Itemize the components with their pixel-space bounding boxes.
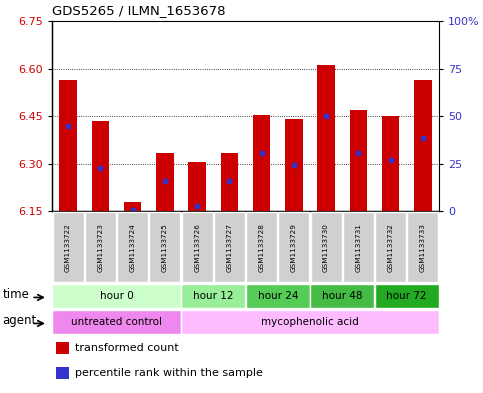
Text: hour 0: hour 0 [99, 291, 133, 301]
Text: GSM1133729: GSM1133729 [291, 223, 297, 272]
Bar [414, 80, 432, 211]
Text: hour 48: hour 48 [322, 291, 363, 301]
Bar [375, 212, 406, 283]
Bar [310, 284, 374, 308]
Text: GSM1133731: GSM1133731 [355, 223, 361, 272]
Text: hour 12: hour 12 [193, 291, 233, 301]
Bar [56, 367, 70, 378]
Bar [311, 212, 341, 283]
Text: hour 24: hour 24 [257, 291, 298, 301]
Text: hour 72: hour 72 [386, 291, 427, 301]
Text: GSM1133728: GSM1133728 [258, 223, 265, 272]
Text: GDS5265 / ILMN_1653678: GDS5265 / ILMN_1653678 [52, 4, 226, 17]
Bar [188, 162, 206, 211]
Text: time: time [2, 288, 29, 301]
Text: GSM1133724: GSM1133724 [129, 223, 136, 272]
Bar [382, 116, 399, 211]
Bar [221, 152, 238, 211]
Bar [117, 212, 148, 283]
Bar [182, 212, 213, 283]
Bar [214, 212, 245, 283]
Bar [156, 152, 174, 211]
Bar [52, 284, 181, 308]
Bar [375, 284, 439, 308]
Bar [246, 212, 277, 283]
Bar [253, 114, 270, 211]
Text: GSM1133733: GSM1133733 [420, 223, 426, 272]
Text: mycophenolic acid: mycophenolic acid [261, 317, 359, 327]
Bar [85, 212, 116, 283]
Text: GSM1133725: GSM1133725 [162, 223, 168, 272]
Bar [149, 212, 180, 283]
Text: GSM1133722: GSM1133722 [65, 223, 71, 272]
Bar [52, 310, 181, 334]
Bar [285, 119, 303, 211]
Bar [124, 202, 142, 211]
Text: agent: agent [2, 314, 37, 327]
Bar [56, 342, 70, 354]
Bar [53, 212, 84, 283]
Bar [181, 310, 439, 334]
Text: GSM1133727: GSM1133727 [227, 223, 232, 272]
Bar [59, 80, 77, 211]
Bar [343, 212, 374, 283]
Text: GSM1133732: GSM1133732 [388, 223, 394, 272]
Bar [246, 284, 310, 308]
Bar [91, 121, 109, 211]
Text: GSM1133726: GSM1133726 [194, 223, 200, 272]
Text: untreated control: untreated control [71, 317, 162, 327]
Text: GSM1133723: GSM1133723 [98, 223, 103, 272]
Bar [181, 284, 245, 308]
Bar [350, 110, 367, 211]
Text: GSM1133730: GSM1133730 [323, 223, 329, 272]
Bar [317, 66, 335, 211]
Bar [278, 212, 309, 283]
Text: transformed count: transformed count [75, 343, 179, 353]
Text: percentile rank within the sample: percentile rank within the sample [75, 367, 263, 378]
Bar [407, 212, 439, 283]
